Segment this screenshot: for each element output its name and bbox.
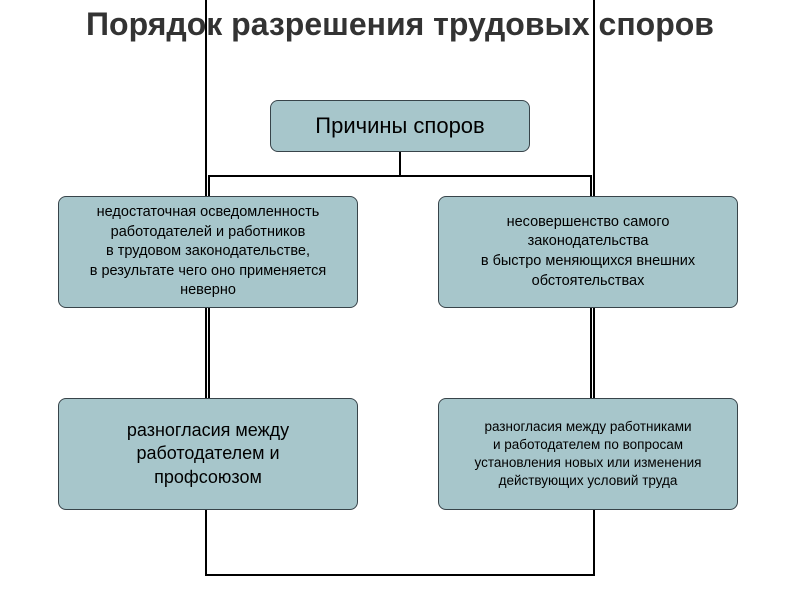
connector-tl-bl (208, 308, 210, 398)
cause-text-2: несовершенство самого законодательства в… (481, 213, 695, 291)
cause-box-2: несовершенство самого законодательства в… (438, 196, 738, 308)
connector-to-tl (208, 175, 210, 196)
connector-tr-br (590, 308, 592, 398)
cause-text-1: недостаточная осведомленность работодате… (90, 203, 327, 301)
cause-text-3: разногласия между работодателем и профсо… (127, 419, 289, 489)
connector-horizontal (208, 175, 592, 177)
cause-box-3: разногласия между работодателем и профсо… (58, 398, 358, 510)
cause-box-1: недостаточная осведомленность работодате… (58, 196, 358, 308)
root-label: Причины споров (315, 113, 484, 139)
slide-title: Порядок разрешения трудовых споров (0, 6, 800, 43)
root-box: Причины споров (270, 100, 530, 152)
connector-to-tr (590, 175, 592, 196)
cause-text-4: разногласия между работниками и работода… (475, 418, 702, 491)
cause-box-4: разногласия между работниками и работода… (438, 398, 738, 510)
connector-root-down (399, 152, 401, 175)
